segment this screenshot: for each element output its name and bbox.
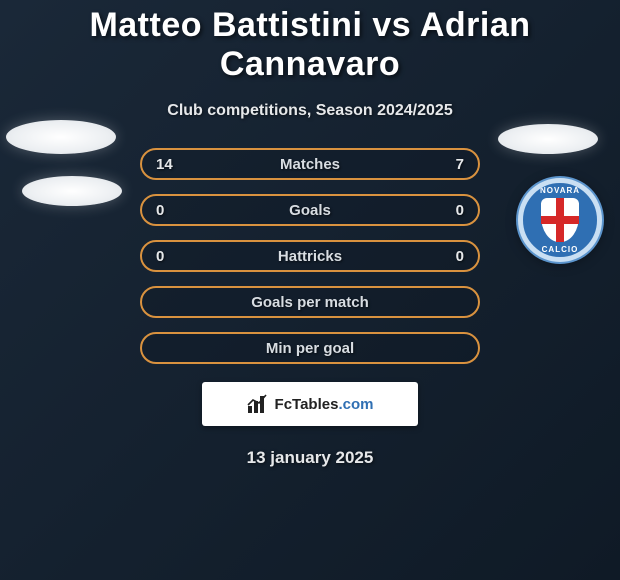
stat-row: 14 Matches 7 bbox=[140, 148, 480, 180]
stat-row: Min per goal bbox=[140, 332, 480, 364]
fctables-logo: FcTables.com bbox=[202, 382, 418, 426]
stat-left-value: 14 bbox=[156, 156, 173, 173]
stat-rows: 14 Matches 7 0 Goals 0 0 Hattricks 0 Goals per ma… bbox=[0, 148, 620, 364]
subtitle: Club competitions, Season 2024/2025 bbox=[0, 102, 620, 120]
stat-label: Matches bbox=[280, 156, 340, 173]
stat-label: Goals bbox=[289, 202, 331, 219]
bar-chart-icon bbox=[247, 394, 269, 414]
stat-right-value: 7 bbox=[456, 156, 464, 173]
logo-text: FcTables.com bbox=[275, 396, 374, 413]
date-label: 13 january 2025 bbox=[0, 448, 620, 468]
stat-right-value: 0 bbox=[456, 202, 464, 219]
stat-label: Hattricks bbox=[278, 248, 342, 265]
stat-label: Min per goal bbox=[266, 340, 354, 357]
stat-left-value: 0 bbox=[156, 202, 164, 219]
stat-label: Goals per match bbox=[251, 294, 369, 311]
page-title: Matteo Battistini vs Adrian Cannavaro bbox=[0, 0, 620, 84]
stat-right-value: 0 bbox=[456, 248, 464, 265]
stat-row: 0 Hattricks 0 bbox=[140, 240, 480, 272]
stat-row: 0 Goals 0 bbox=[140, 194, 480, 226]
stat-left-value: 0 bbox=[156, 248, 164, 265]
stat-row: Goals per match bbox=[140, 286, 480, 318]
